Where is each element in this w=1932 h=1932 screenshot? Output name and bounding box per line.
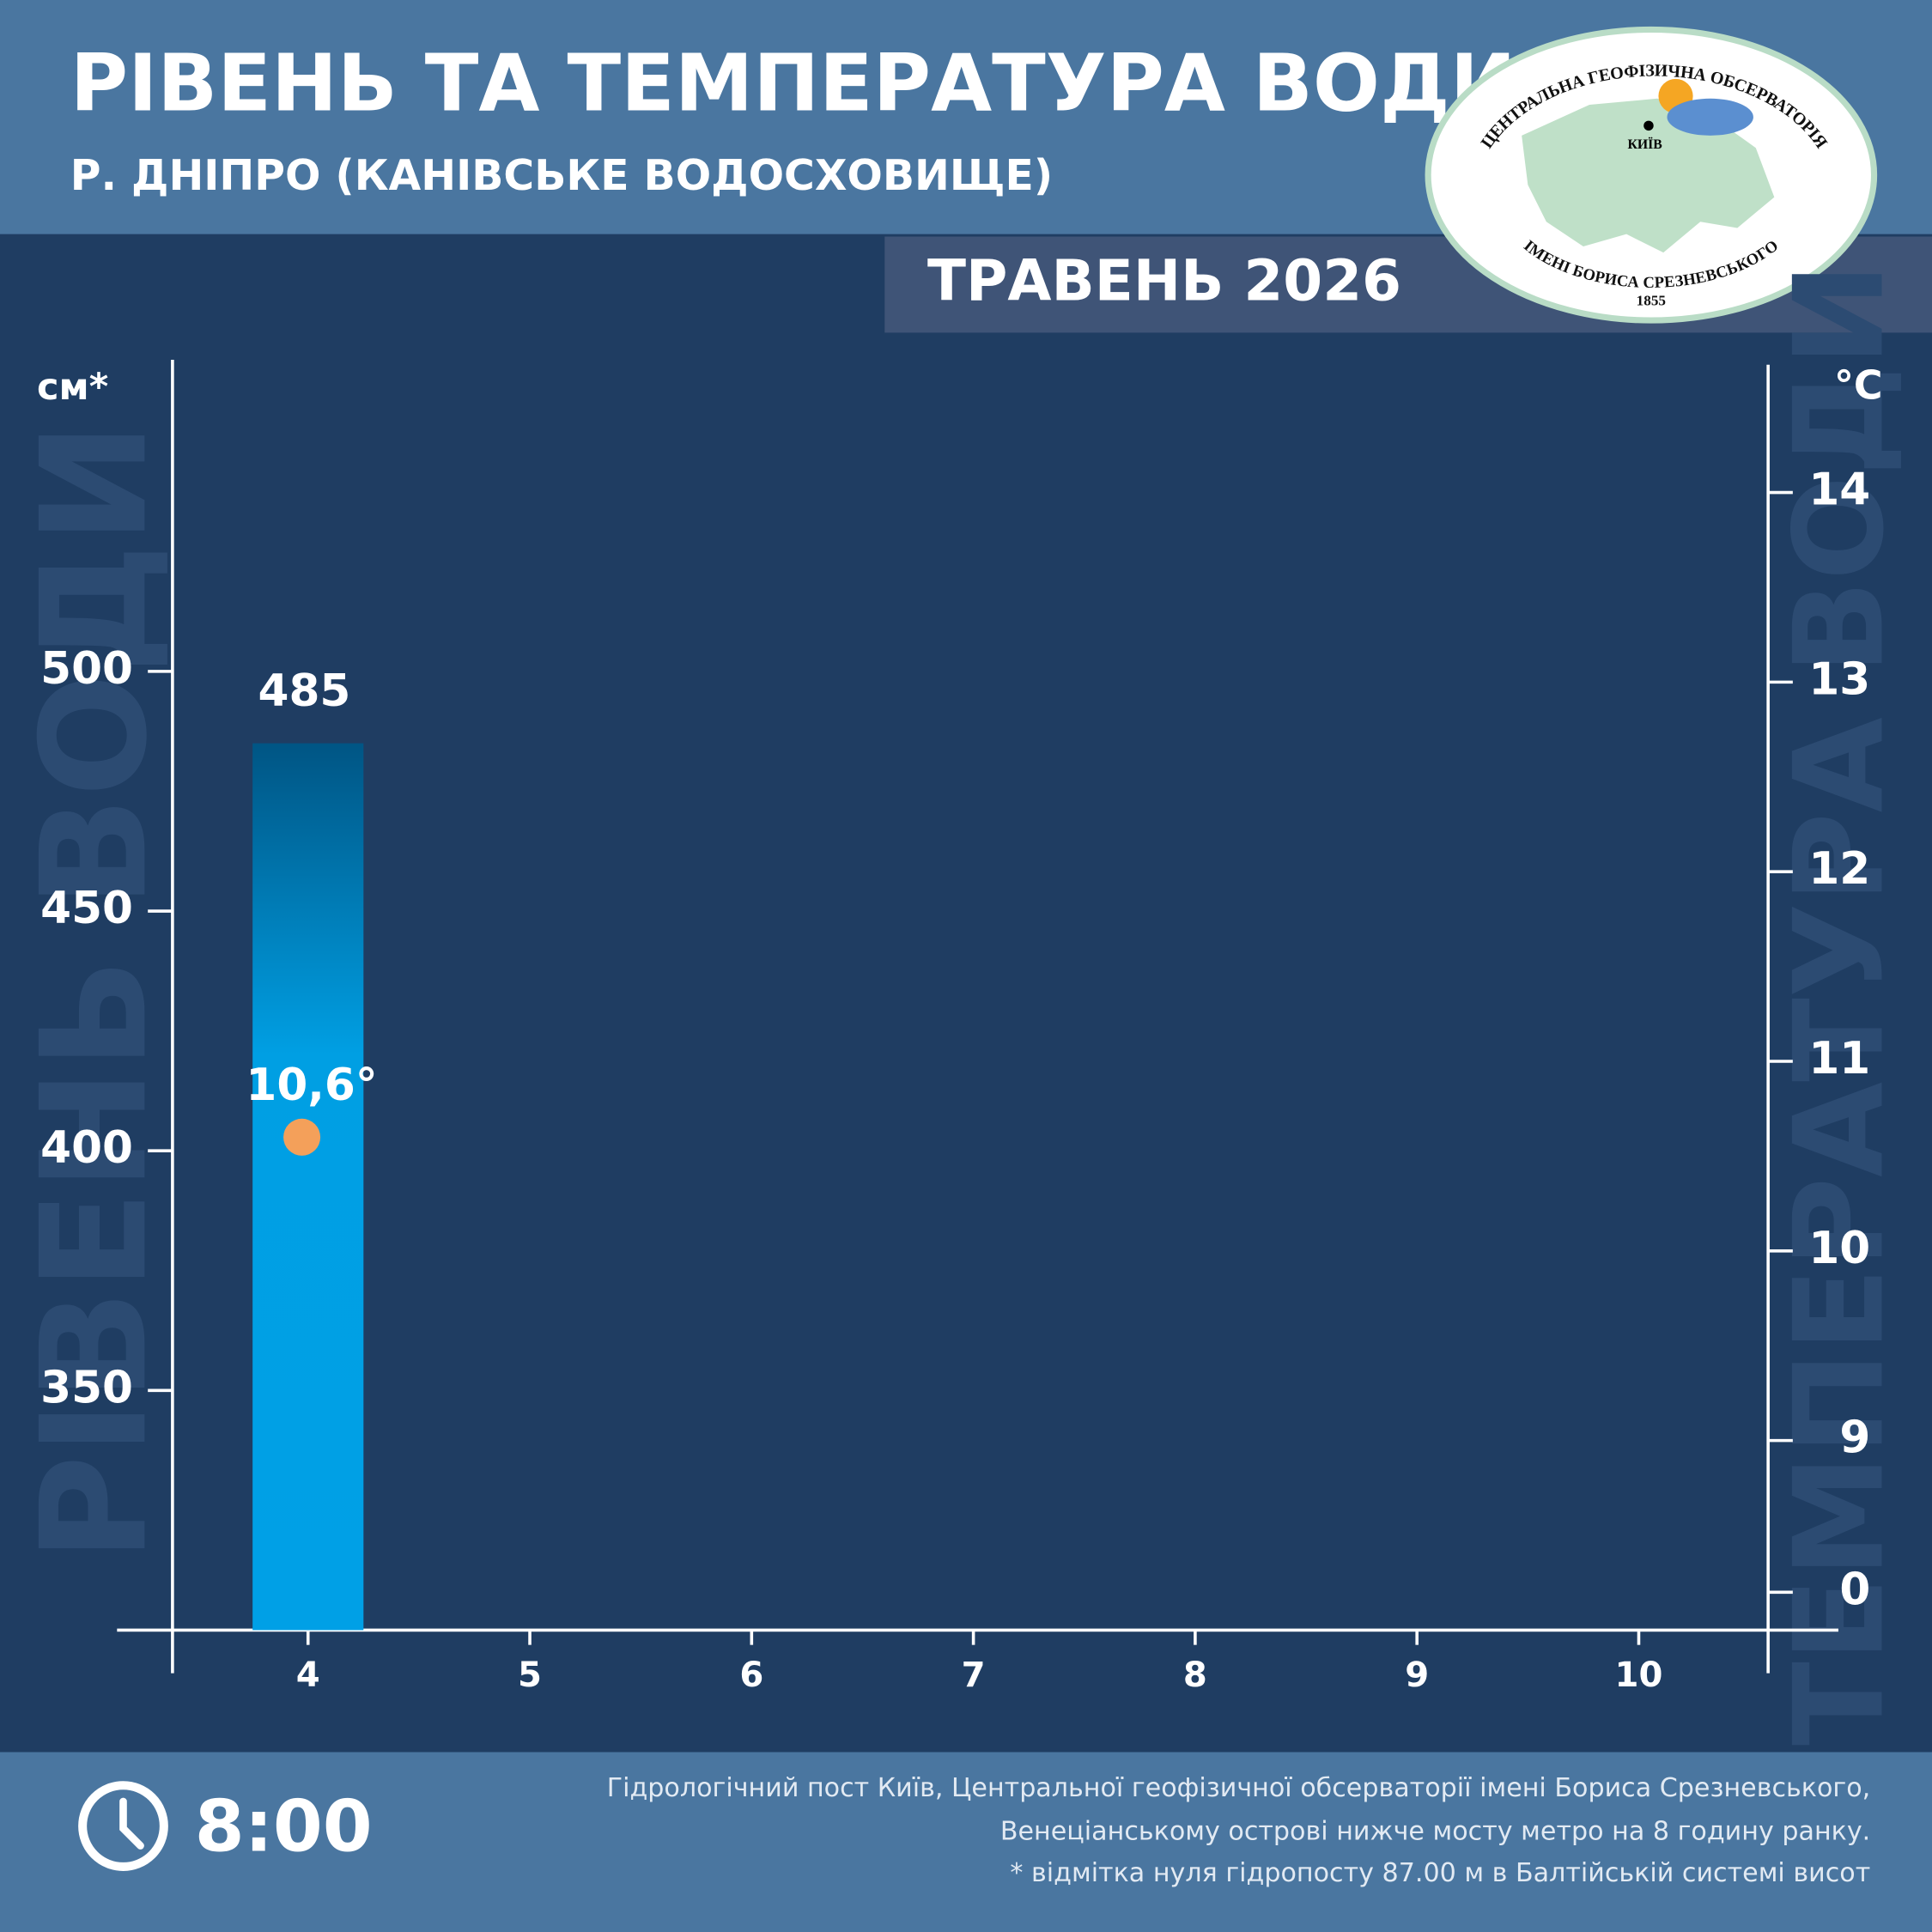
title: РІВЕНЬ ТА ТЕМПЕРАТУРА ВОДИ [70, 38, 1516, 130]
bar-label: 485 [258, 665, 351, 717]
period: ТРАВЕНЬ 2026 [927, 248, 1401, 314]
y2-unit: °C [1834, 362, 1883, 409]
y2-tick-label: 9 [1839, 1413, 1870, 1464]
footnote: Венеціанському острові нижче мосту метро… [1000, 1816, 1870, 1846]
y2-tick-label: 10 [1808, 1223, 1870, 1274]
subtitle: Р. ДНІПРО (КАНІВСЬКЕ ВОДОСХОВИЩЕ) [70, 151, 1053, 200]
bar [252, 743, 364, 1631]
y2-tick-label: 0 [1839, 1564, 1870, 1615]
logo-city: КИЇВ [1627, 137, 1662, 152]
x-tick-label: 8 [1183, 1656, 1207, 1695]
logo-year: 1855 [1637, 293, 1666, 309]
y-axis-title: РІВЕНЬ ВОДИ [9, 422, 179, 1562]
logo: КИЇВ ЦЕНТРАЛЬНА ГЕОФІЗИЧНА ОБСЕРВАТОРІЯ … [1425, 26, 1878, 324]
cloud [1667, 98, 1753, 136]
y2-tick-label: 12 [1808, 843, 1870, 895]
y-tick-label: 450 [40, 883, 133, 934]
x-tick-label: 10 [1615, 1656, 1663, 1695]
y-tick-label: 400 [40, 1122, 133, 1174]
footnote: Гідрологічний пост Київ, Центральної гео… [607, 1773, 1871, 1803]
y-unit: см* [37, 366, 108, 409]
x-tick-label: 6 [739, 1656, 763, 1695]
y-tick-label: 350 [40, 1362, 133, 1413]
x-tick-label: 5 [518, 1656, 542, 1695]
clock-face [78, 1781, 168, 1871]
y2-tick-label: 11 [1808, 1033, 1870, 1084]
footer-band [0, 1752, 1932, 1932]
y-tick-label: 500 [40, 643, 133, 695]
temperature-label: 10,6° [246, 1060, 377, 1111]
city-dot [1643, 120, 1654, 131]
y2-axis-title: ТЕМПЕРАТУРА ВОДИ [1767, 263, 1911, 1746]
temperature-dot [283, 1118, 321, 1156]
footnote: * відмітка нуля гідропосту 87.00 м в Бал… [1010, 1858, 1870, 1888]
map [1522, 98, 1775, 253]
clock-icon [78, 1781, 168, 1871]
time: 8:00 [195, 1784, 373, 1868]
x-tick-label: 9 [1405, 1656, 1429, 1695]
x-tick-label: 7 [962, 1656, 986, 1695]
x-tick-label: 4 [296, 1656, 320, 1695]
clock-hands [119, 1797, 144, 1850]
y2-tick-label: 14 [1808, 465, 1870, 516]
y2-tick-label: 13 [1808, 653, 1870, 705]
